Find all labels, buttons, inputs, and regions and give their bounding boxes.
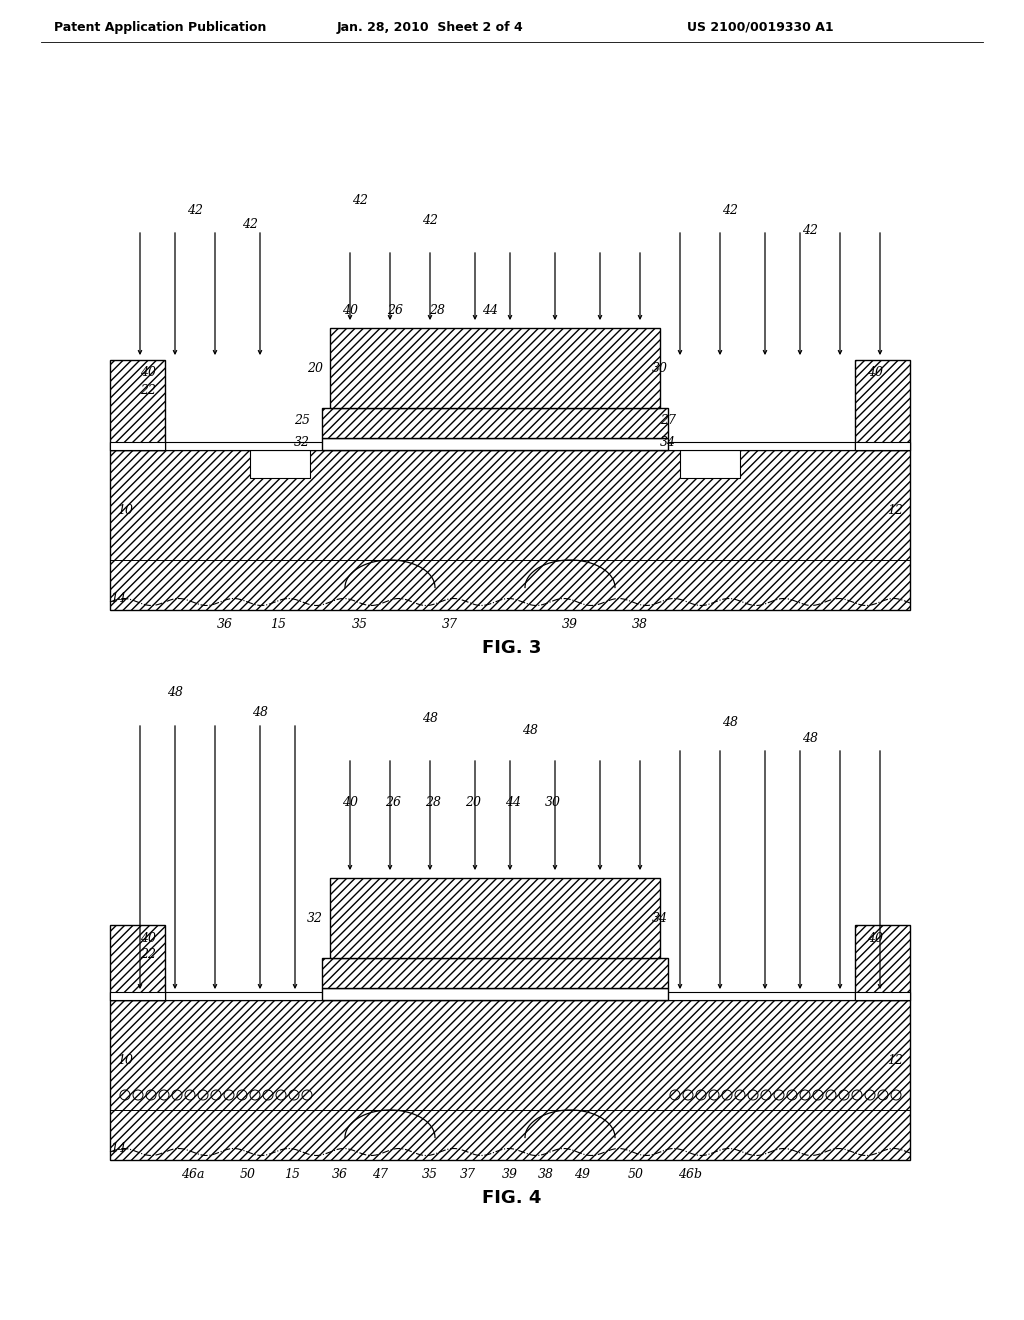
Text: 20: 20 [465, 796, 481, 809]
Bar [250, 450, 310, 478]
Text: 10: 10 [117, 1053, 133, 1067]
Text: 40: 40 [342, 304, 358, 317]
Bar [110, 442, 910, 450]
Text: 50: 50 [240, 1168, 256, 1181]
Text: 26: 26 [387, 304, 403, 317]
Text: 34: 34 [652, 912, 668, 924]
Text: FIG. 4: FIG. 4 [482, 1189, 542, 1206]
Bar [110, 993, 165, 1001]
Bar [322, 958, 668, 987]
Text: FIG. 3: FIG. 3 [482, 639, 542, 657]
Text: 48: 48 [167, 686, 183, 700]
Text: 40: 40 [867, 932, 883, 945]
Bar [110, 360, 165, 450]
Text: 12: 12 [887, 1053, 903, 1067]
Text: 44: 44 [482, 304, 498, 317]
Text: 35: 35 [422, 1168, 438, 1181]
Text: 40: 40 [140, 366, 156, 379]
Text: 42: 42 [802, 223, 818, 236]
Text: 15: 15 [270, 619, 286, 631]
Text: 35: 35 [352, 619, 368, 631]
Bar [855, 360, 910, 450]
Bar [330, 878, 660, 958]
Text: 22: 22 [140, 384, 156, 396]
Bar [322, 438, 668, 450]
Text: 28: 28 [429, 304, 445, 317]
Text: 37: 37 [442, 619, 458, 631]
Text: 48: 48 [802, 731, 818, 744]
Bar [330, 327, 660, 408]
Text: 42: 42 [187, 203, 203, 216]
Bar [110, 925, 165, 1001]
Text: 30: 30 [545, 796, 561, 809]
Text: 42: 42 [242, 219, 258, 231]
Bar [680, 450, 740, 478]
Text: US 2100/0019330 A1: US 2100/0019330 A1 [687, 21, 834, 33]
Text: 25: 25 [294, 413, 310, 426]
Bar [110, 993, 910, 1001]
Text: 48: 48 [252, 706, 268, 719]
Text: 38: 38 [632, 619, 648, 631]
Text: 15: 15 [284, 1168, 300, 1181]
Text: 12: 12 [887, 503, 903, 516]
Text: 44: 44 [505, 796, 521, 809]
Text: 28: 28 [425, 796, 441, 809]
Text: 27: 27 [660, 413, 676, 426]
Bar [322, 987, 668, 1001]
Text: 40: 40 [867, 366, 883, 379]
Text: 32: 32 [294, 436, 310, 449]
Bar [855, 925, 910, 1001]
Bar [110, 442, 165, 450]
Text: 49: 49 [574, 1168, 590, 1181]
Bar [322, 408, 668, 438]
Text: 36: 36 [217, 619, 233, 631]
Text: 36: 36 [332, 1168, 348, 1181]
Text: 34: 34 [660, 436, 676, 449]
Text: 42: 42 [422, 214, 438, 227]
Text: 48: 48 [522, 723, 538, 737]
Text: 38: 38 [538, 1168, 554, 1181]
Text: 48: 48 [722, 717, 738, 730]
Text: 22: 22 [140, 949, 156, 961]
Text: 40: 40 [342, 796, 358, 809]
Bar [110, 1001, 910, 1160]
Text: 48: 48 [422, 711, 438, 725]
Text: 14: 14 [110, 591, 126, 605]
Text: Jan. 28, 2010  Sheet 2 of 4: Jan. 28, 2010 Sheet 2 of 4 [337, 21, 523, 33]
Text: 26: 26 [385, 796, 401, 809]
Text: 46b: 46b [678, 1168, 702, 1181]
Text: 20: 20 [307, 362, 323, 375]
Text: 37: 37 [460, 1168, 476, 1181]
Bar [110, 450, 910, 610]
Text: 42: 42 [722, 203, 738, 216]
Text: 50: 50 [628, 1168, 644, 1181]
Text: 39: 39 [562, 619, 578, 631]
Text: 32: 32 [307, 912, 323, 924]
Bar [855, 442, 910, 450]
Bar [855, 993, 910, 1001]
Text: 14: 14 [110, 1142, 126, 1155]
Text: 39: 39 [502, 1168, 518, 1181]
Text: 40: 40 [140, 932, 156, 945]
Text: 47: 47 [372, 1168, 388, 1181]
Text: 46a: 46a [181, 1168, 205, 1181]
Text: 10: 10 [117, 503, 133, 516]
Text: Patent Application Publication: Patent Application Publication [54, 21, 266, 33]
Text: 42: 42 [352, 194, 368, 206]
Text: 30: 30 [652, 362, 668, 375]
